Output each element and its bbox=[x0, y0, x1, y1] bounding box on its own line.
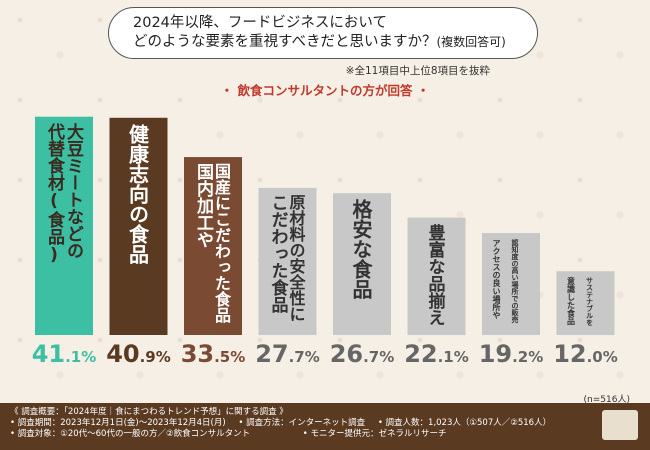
footer-period: • 調査期間：2023年12月1日(金)〜2023年12月4日(月) bbox=[10, 418, 226, 428]
bar-1 bbox=[109, 117, 168, 335]
value-label-7: 12.0% bbox=[546, 340, 626, 368]
brand-logo bbox=[602, 410, 638, 440]
respondent-subtitle: ・ 飲食コンサルタントの方が回答 ・ bbox=[220, 83, 430, 98]
bar-label-6-0: 認知度の高い場所での販売 bbox=[511, 239, 519, 324]
value-int-3: 27 bbox=[255, 340, 289, 368]
value-label-1: 40.9% bbox=[99, 340, 179, 368]
sample-size: (n=516人) bbox=[583, 395, 630, 405]
value-label-4: 26.7% bbox=[322, 340, 402, 368]
question-box: 2024年以降、フードビジネスにおいて どのような要素を重視すべきだと思いますか… bbox=[108, 7, 538, 59]
footer-target: • 調査対象：①20代〜60代の一般の方／②飲食コンサルタント bbox=[10, 429, 251, 439]
bar-label-0-0: 大豆ミートなどの bbox=[63, 122, 83, 259]
bar-3 bbox=[258, 187, 317, 335]
bar-label-3-1: こだわった食品 bbox=[267, 193, 288, 313]
value-dec-3: .7% bbox=[288, 348, 320, 366]
value-int-1: 40 bbox=[106, 340, 140, 368]
bar-chart bbox=[35, 116, 615, 335]
bar-label-3-0: 原材料の安全性に bbox=[286, 193, 306, 322]
value-dec-1: .9% bbox=[139, 348, 171, 366]
value-label-5: 22.1% bbox=[397, 340, 477, 368]
question-multi-answer: (複数回答可) bbox=[436, 35, 506, 49]
value-dec-5: .1% bbox=[437, 348, 469, 366]
value-label-6: 19.2% bbox=[471, 340, 551, 368]
bar-label-4-0: 格安な食品 bbox=[349, 199, 373, 300]
footer-row-2: • 調査期間：2023年12月1日(金)〜2023年12月4日(月) • 調査方… bbox=[10, 418, 640, 429]
value-int-0: 41 bbox=[31, 340, 66, 368]
background-pattern bbox=[0, 0, 650, 390]
bar-label-0-1: 代替食材(食品) bbox=[44, 122, 64, 265]
footer-count: • 調査人数：1,023人（①507人／②516人） bbox=[377, 418, 552, 428]
value-label-0: 41.1% bbox=[24, 340, 104, 368]
bar-label-1-0: 健康志向の食品 bbox=[125, 123, 150, 264]
bar-5 bbox=[407, 217, 466, 335]
value-int-6: 19 bbox=[478, 340, 513, 368]
bar-4 bbox=[333, 193, 391, 335]
question-line-1: 2024年以降、フードビジネスにおいて bbox=[133, 15, 387, 31]
bar-label-6-1: アクセスの良い場所や bbox=[492, 239, 501, 320]
footer-row-3: • 調査対象：①20代〜60代の一般の方／②飲食コンサルタント • モニター提供… bbox=[10, 429, 640, 440]
bar-label-2-0: 国産にこだわった食品 bbox=[212, 163, 231, 324]
bar-6 bbox=[482, 233, 540, 335]
bar-label-2-1: 国内加工や bbox=[193, 163, 213, 249]
bar-7 bbox=[556, 271, 615, 335]
bar-label-7-1: 意識した食品 bbox=[566, 277, 576, 326]
bar-label-7-0: サステナブルを bbox=[585, 277, 594, 327]
footer-method: • 調査方法：インターネット調査 bbox=[238, 418, 366, 428]
value-int-2: 33 bbox=[180, 340, 215, 368]
bar-2 bbox=[184, 157, 242, 335]
footer-title: 《 調査概要：「2024年度｜食にまつわるトレンド予想」に関する調査 》 bbox=[10, 407, 288, 417]
footer-provider: • モニター提供元：ゼネラルリサーチ bbox=[302, 429, 447, 439]
value-dec-6: .2% bbox=[512, 348, 544, 366]
bar-0 bbox=[35, 116, 93, 335]
value-dec-7: .0% bbox=[586, 348, 618, 366]
value-int-7: 12 bbox=[553, 340, 587, 368]
value-dec-2: .5% bbox=[214, 348, 246, 366]
value-dec-4: .7% bbox=[363, 348, 395, 366]
selection-note: ※全11項目中上位8項目を抜粋 bbox=[345, 65, 490, 77]
value-label-2: 33.5% bbox=[173, 340, 253, 368]
question-text: どのような要素を重視すべきだと思いますか？ bbox=[133, 34, 437, 50]
value-dec-0: .1% bbox=[65, 348, 97, 366]
survey-footer: 《 調査概要：「2024年度｜食にまつわるトレンド予想」に関する調査 》 • 調… bbox=[0, 403, 650, 450]
value-int-5: 22 bbox=[404, 340, 438, 368]
bar-label-5-0: 豊富な品揃え bbox=[424, 223, 445, 326]
value-label-3: 27.7% bbox=[248, 340, 328, 368]
question-line-2: どのような要素を重視すべきだと思いますか？(複数回答可) bbox=[133, 33, 513, 52]
value-int-4: 26 bbox=[329, 340, 364, 368]
